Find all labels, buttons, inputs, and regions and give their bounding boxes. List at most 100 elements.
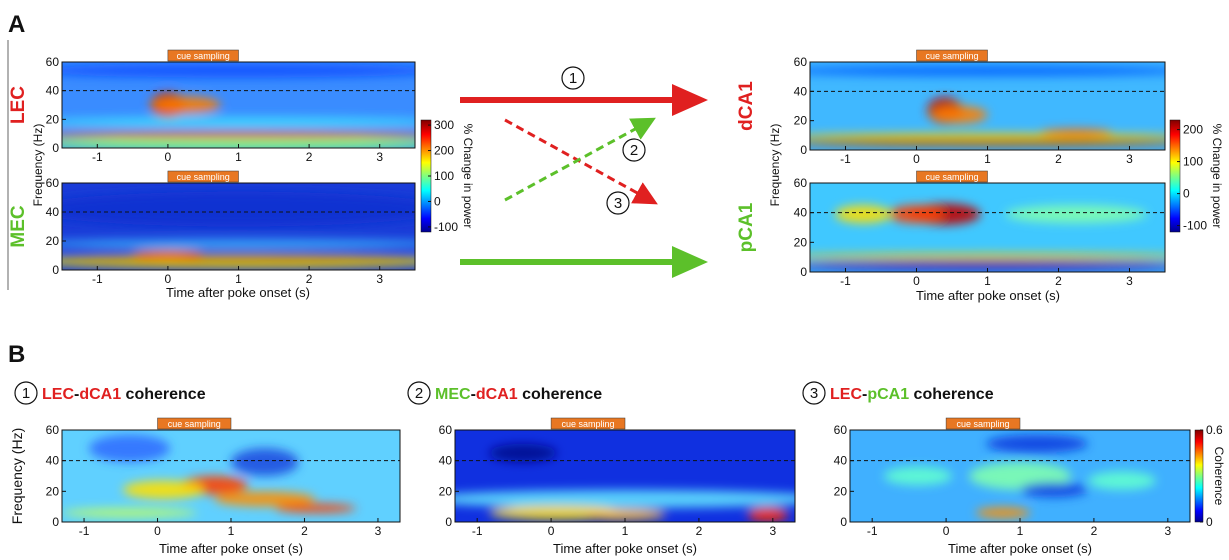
x-tick-label: 1 [984, 274, 991, 288]
plot-title: LEC-pCA1 coherence [830, 386, 994, 403]
heatmap-blob [810, 65, 1165, 77]
y-tick-label: 20 [794, 235, 808, 249]
cue-box [550, 417, 626, 430]
heatmap-texture [62, 63, 415, 148]
title-part: MEC [435, 386, 471, 403]
y-tick-label: 0 [52, 515, 59, 529]
heatmap-blob [62, 239, 415, 249]
heatmap-blob [1020, 482, 1088, 498]
cue-box [167, 49, 239, 62]
x-tick-label: 2 [1055, 274, 1062, 288]
y-tick-label: 40 [46, 84, 60, 98]
y-tick-label: 60 [794, 55, 808, 69]
y-axis-label: Frequency (Hz) [768, 124, 782, 207]
heatmap-texture [884, 434, 1156, 519]
title-part: dCA1 [79, 386, 121, 403]
colorbar-tick-label: 200 [434, 144, 454, 158]
colorbar-tick-label: 300 [434, 118, 454, 132]
x-tick-label: 3 [375, 524, 382, 538]
heatmap-blob [62, 256, 415, 263]
x-axis-label: Time after poke onset (s) [159, 541, 303, 556]
heatmap-blob [89, 434, 171, 463]
heatmap-blob [1088, 471, 1156, 490]
x-tick-label: 1 [1017, 524, 1024, 538]
heatmap-blob [884, 466, 952, 486]
heatmap-texture [62, 434, 357, 518]
heatmap [62, 62, 415, 148]
x-tick-label: 0 [943, 524, 950, 538]
arrow-head [672, 84, 708, 116]
heatmap [810, 183, 1165, 272]
x-tick-label: 0 [913, 274, 920, 288]
heatmap [62, 430, 400, 522]
x-tick-label: 1 [235, 272, 242, 286]
heatmap-blob [62, 136, 415, 148]
y-tick-label: 60 [46, 423, 60, 437]
colorbar-label: % Change in power [461, 124, 475, 229]
heatmap-blob [810, 139, 1165, 147]
y-tick-label: 60 [439, 423, 453, 437]
circled-number: 1 [22, 385, 30, 402]
heatmap-blob [455, 489, 795, 509]
heatmap-blob [834, 205, 892, 224]
heatmap-texture [810, 203, 1165, 272]
x-tick-label: 1 [984, 152, 991, 166]
x-axis-label: Time after poke onset (s) [948, 541, 1092, 556]
x-tick-label: 2 [1055, 152, 1062, 166]
x-tick-label: 1 [228, 524, 235, 538]
cue-box [945, 417, 1021, 430]
title-part: LEC [830, 386, 862, 403]
region-label: MEC [8, 205, 29, 248]
cue-label: cue sampling [168, 419, 221, 429]
x-axis-label: Time after poke onset (s) [553, 541, 697, 556]
colorbar-tick-label: 0.6 [1206, 423, 1223, 437]
y-axis-label: Frequency (Hz) [31, 124, 45, 207]
cue-label: cue sampling [925, 51, 978, 61]
cue-label: cue sampling [177, 172, 230, 182]
number-circle [802, 381, 826, 405]
heatmap-blob [62, 191, 415, 227]
heatmap-texture [62, 191, 415, 269]
y-tick-label: 40 [439, 454, 453, 468]
heatmap-blob [230, 448, 299, 477]
heatmap-blob [62, 508, 198, 518]
heatmap-texture [455, 443, 795, 522]
region-label: pCA1 [736, 202, 757, 252]
y-tick-label: 20 [794, 114, 808, 128]
x-tick-label: 2 [306, 272, 313, 286]
y-tick-label: 20 [439, 484, 453, 498]
heatmap-blob [986, 434, 1088, 453]
y-tick-label: 0 [52, 263, 59, 277]
colorbar-tick-label: 0 [1206, 515, 1213, 529]
x-tick-label: 1 [235, 150, 242, 164]
heatmap-blob [214, 491, 316, 507]
heatmap-blob [584, 509, 666, 521]
y-tick-label: 60 [46, 176, 60, 190]
cue-box [157, 417, 232, 430]
colorbar-tick-label: 0 [434, 194, 441, 208]
title-part: dCA1 [476, 386, 518, 403]
colorbar-tick-label: -100 [1183, 219, 1207, 233]
colorbar-tick-label: -100 [434, 220, 458, 234]
x-tick-label: 0 [913, 152, 920, 166]
circled-number: 3 [810, 385, 818, 402]
colorbar-tick-label: 100 [1183, 155, 1203, 169]
number-circle [561, 66, 585, 90]
x-tick-label: 2 [696, 524, 703, 538]
title-part: pCA1 [867, 386, 909, 403]
circled-number: 2 [415, 385, 423, 402]
number-circle [14, 381, 38, 405]
heatmap-blob [1005, 205, 1148, 224]
heatmap-blob [810, 263, 1165, 272]
y-tick-label: 0 [52, 141, 59, 155]
colorbar-tick-label: 100 [434, 169, 454, 183]
cue-box [916, 170, 988, 183]
y-tick-label: 0 [445, 515, 452, 529]
x-axis-label: Time after poke onset (s) [166, 285, 310, 300]
heatmap-blob [810, 133, 1165, 141]
heatmap-blob [274, 503, 357, 513]
y-tick-label: 0 [800, 143, 807, 157]
circled-number: 3 [614, 195, 622, 212]
y-tick-label: 60 [834, 423, 848, 437]
